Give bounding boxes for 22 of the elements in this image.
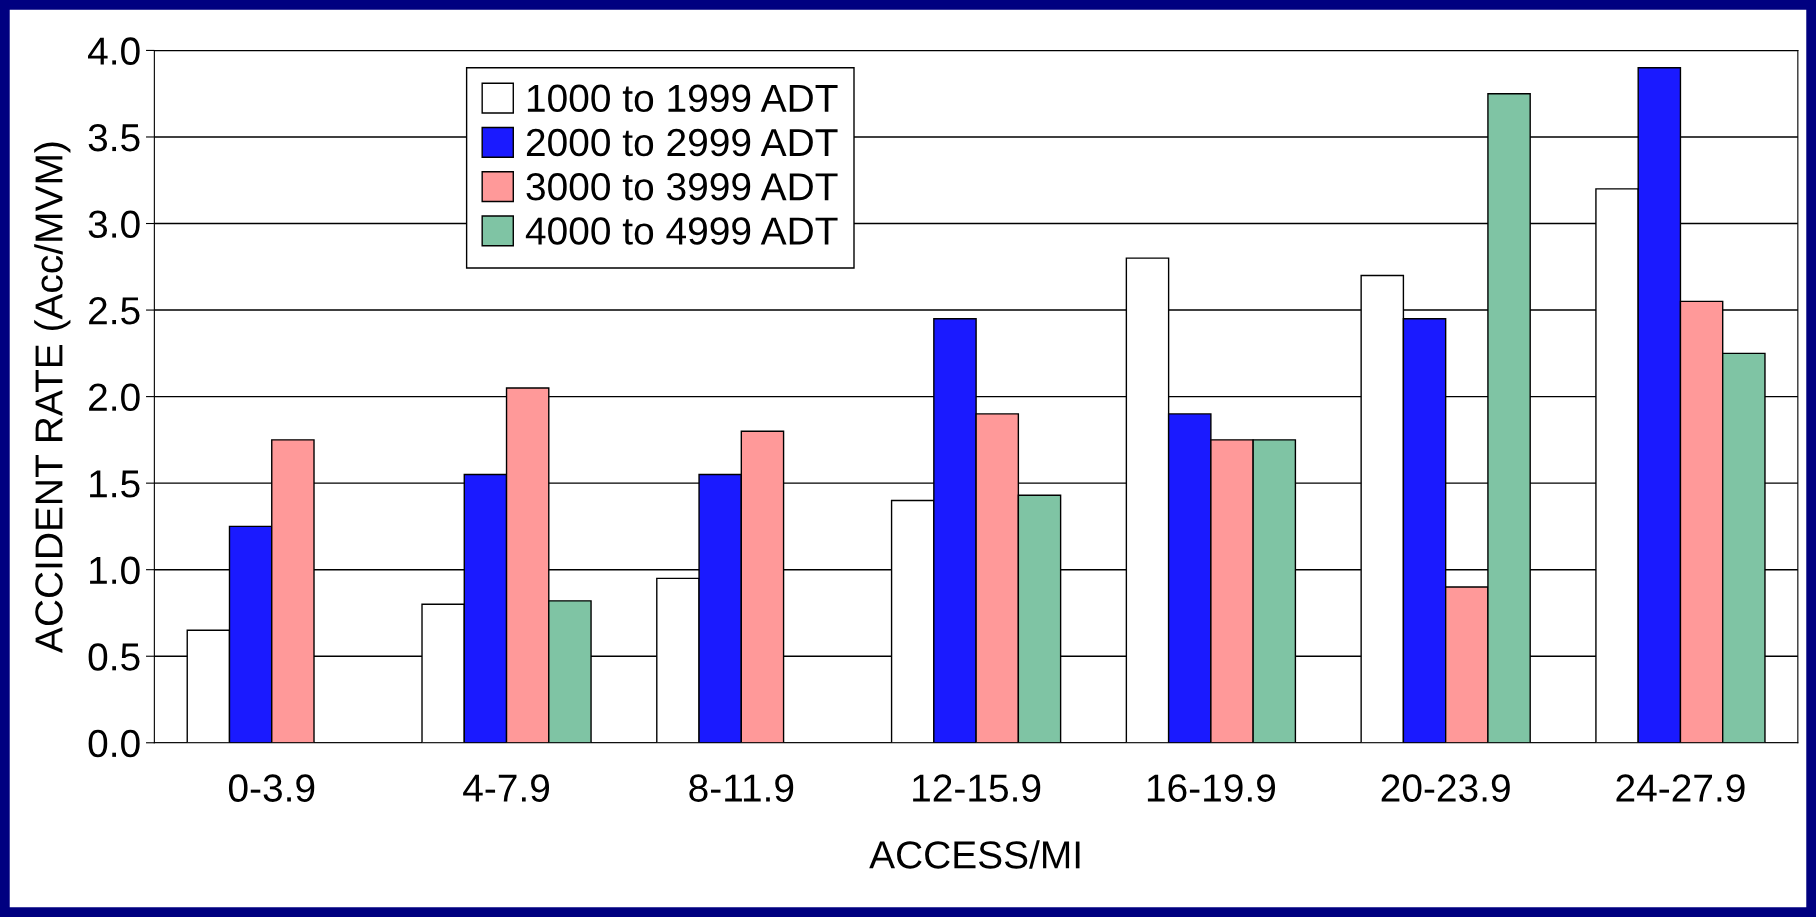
x-tick-label: 4-7.9 bbox=[463, 774, 550, 802]
x-tick-label: 24-27.9 bbox=[1616, 774, 1745, 802]
y-tick-label: 3.5 bbox=[88, 123, 140, 152]
x-tick-label: 20-23.9 bbox=[1381, 774, 1510, 802]
legend-label: 2000 to 2999 ADT bbox=[526, 128, 838, 157]
y-tick-label: 4.0 bbox=[88, 37, 140, 65]
y-tick-label: 0.0 bbox=[88, 729, 140, 758]
legend-label: 4000 to 4999 ADT bbox=[525, 217, 838, 245]
y-tick-label: 1.0 bbox=[90, 556, 140, 585]
x-tick-label: 12-15.9 bbox=[913, 774, 1041, 802]
x-axis-title: ACCESS/MI bbox=[869, 840, 1080, 869]
legend-label: 3000 to 3999 ADT bbox=[526, 173, 838, 201]
x-tick-label: 0-3.9 bbox=[228, 774, 315, 802]
y-tick-label: 0.5 bbox=[88, 643, 140, 671]
y-axis-title: ACCIDENT RATE (Acc/MVM) bbox=[34, 142, 71, 653]
y-tick-label: 2.0 bbox=[89, 383, 140, 412]
legend-label: 1000 to 1999 ADT bbox=[527, 84, 838, 113]
x-tick-label: 16-19.9 bbox=[1147, 774, 1275, 802]
y-tick-label: 1.5 bbox=[90, 470, 140, 498]
y-tick-label: 3.0 bbox=[88, 210, 140, 238]
x-tick-label: 8-11.9 bbox=[689, 774, 794, 802]
y-tick-label: 2.5 bbox=[89, 297, 140, 325]
